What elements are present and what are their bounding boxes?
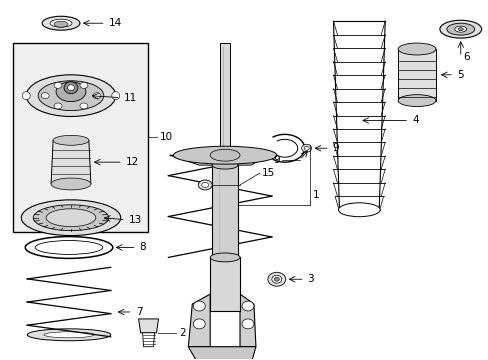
Ellipse shape (267, 272, 285, 286)
Ellipse shape (51, 178, 91, 190)
Text: 11: 11 (123, 93, 137, 103)
Polygon shape (220, 43, 230, 165)
Ellipse shape (338, 203, 380, 217)
Ellipse shape (446, 23, 474, 35)
Ellipse shape (41, 93, 49, 99)
Text: 9: 9 (273, 155, 279, 165)
Text: 4: 4 (411, 116, 418, 126)
Text: 14: 14 (108, 18, 122, 28)
FancyBboxPatch shape (13, 43, 147, 231)
Ellipse shape (271, 275, 281, 283)
Polygon shape (212, 159, 238, 167)
Ellipse shape (212, 161, 238, 169)
Ellipse shape (54, 21, 68, 27)
Polygon shape (212, 165, 238, 257)
Ellipse shape (35, 240, 102, 255)
Ellipse shape (93, 93, 101, 99)
Ellipse shape (304, 146, 308, 150)
Text: 7: 7 (135, 307, 142, 317)
Polygon shape (210, 257, 240, 311)
Text: 5: 5 (456, 70, 463, 80)
Ellipse shape (54, 82, 62, 88)
Polygon shape (51, 140, 91, 184)
Ellipse shape (22, 92, 30, 100)
Polygon shape (188, 347, 255, 360)
Ellipse shape (26, 75, 116, 117)
Text: 15: 15 (262, 168, 275, 178)
Text: 1: 1 (312, 190, 319, 200)
Ellipse shape (173, 146, 276, 164)
Ellipse shape (454, 26, 466, 32)
Ellipse shape (80, 82, 88, 88)
Ellipse shape (44, 332, 94, 338)
Ellipse shape (27, 329, 111, 341)
Ellipse shape (38, 81, 103, 111)
Ellipse shape (210, 149, 240, 161)
Ellipse shape (193, 319, 205, 329)
Ellipse shape (212, 253, 238, 261)
Ellipse shape (53, 135, 89, 145)
Ellipse shape (202, 183, 208, 188)
Ellipse shape (457, 28, 462, 31)
Polygon shape (142, 333, 154, 347)
Text: 10: 10 (159, 132, 172, 142)
Text: 12: 12 (125, 157, 139, 167)
Ellipse shape (193, 301, 205, 311)
Ellipse shape (397, 43, 435, 55)
Ellipse shape (46, 209, 96, 227)
Ellipse shape (301, 144, 311, 152)
Ellipse shape (439, 20, 481, 38)
Polygon shape (138, 319, 158, 333)
Text: 8: 8 (139, 243, 146, 252)
Ellipse shape (54, 103, 62, 109)
Polygon shape (397, 49, 435, 100)
Ellipse shape (80, 103, 88, 109)
Ellipse shape (274, 277, 279, 281)
Ellipse shape (50, 19, 72, 27)
Ellipse shape (242, 319, 253, 329)
Ellipse shape (64, 82, 78, 94)
Text: 2: 2 (179, 328, 185, 338)
Ellipse shape (67, 85, 74, 91)
Ellipse shape (112, 92, 120, 100)
Ellipse shape (198, 180, 212, 190)
Polygon shape (169, 155, 268, 165)
Ellipse shape (42, 16, 80, 30)
Ellipse shape (56, 82, 86, 102)
Ellipse shape (397, 95, 435, 107)
Ellipse shape (210, 253, 240, 262)
Text: 9: 9 (332, 143, 339, 153)
Polygon shape (188, 294, 210, 347)
Ellipse shape (21, 200, 121, 235)
Polygon shape (240, 294, 255, 347)
Text: 6: 6 (463, 52, 469, 62)
Text: 13: 13 (128, 215, 142, 225)
Ellipse shape (33, 205, 108, 231)
Text: 3: 3 (307, 274, 314, 284)
Ellipse shape (242, 301, 253, 311)
